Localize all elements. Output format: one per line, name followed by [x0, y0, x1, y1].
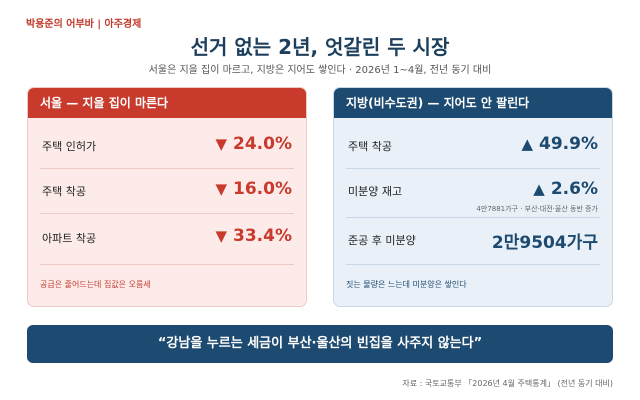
divider	[40, 264, 294, 265]
up-arrow-icon: ▲	[521, 135, 534, 153]
seoul-row-starts: 주택 착공 ▼ 16.0%	[42, 179, 292, 203]
row-value: ▲ 49.9%	[521, 134, 598, 154]
region-panel-title: 지방(비수도권) — 지어도 안 팔린다	[334, 88, 612, 118]
row-label: 아파트 착공	[42, 232, 97, 245]
row-value: ▼ 33.4%	[215, 226, 292, 246]
row-label: 준공 후 미분양	[348, 234, 416, 247]
region-row-starts: 주택 착공 ▲ 49.9%	[348, 134, 598, 158]
subhead: 서울은 지을 집이 마르고, 지방은 지어도 쌓인다 · 2026년 1~4월,…	[148, 65, 492, 76]
row-value: ▼ 16.0%	[215, 179, 292, 199]
row-value: ▲ 2.6%	[533, 179, 598, 199]
divider	[346, 217, 600, 218]
divider	[346, 168, 600, 169]
quote-banner: “강남을 누르는 세금이 부산·울산의 빈집을 사주지 않는다”	[27, 325, 613, 363]
row-value: ▼ 24.0%	[215, 134, 292, 154]
row-label: 주택 착공	[42, 185, 86, 198]
region-panel: 지방(비수도권) — 지어도 안 팔린다 주택 착공 ▲ 49.9% 미분양 재고…	[333, 87, 613, 307]
down-arrow-icon: ▼	[215, 180, 228, 198]
down-arrow-icon: ▼	[215, 135, 228, 153]
region-row-unsold: 미분양 재고 ▲ 2.6% 4만7881가구 · 부산·대전·울산 동반 증가	[348, 179, 598, 213]
seoul-panel-title: 서울 — 지을 집이 마른다	[28, 88, 306, 118]
seoul-panel-footer: 공급은 줄어드는데 집값은 오름세	[40, 280, 151, 289]
seoul-row-permits: 주택 인허가 ▼ 24.0%	[42, 134, 292, 158]
down-arrow-icon: ▼	[215, 227, 228, 245]
divider	[346, 264, 600, 265]
headline: 선거 없는 2년, 엇갈린 두 시장	[190, 35, 450, 59]
region-panel-footer: 짓는 물량은 느는데 미분양은 쌓인다	[346, 280, 467, 289]
seoul-panel: 서울 — 지을 집이 마른다 주택 인허가 ▼ 24.0% 주택 착공 ▼ 16.0…	[27, 87, 307, 307]
up-arrow-icon: ▲	[533, 180, 545, 198]
seoul-row-apt-starts: 아파트 착공 ▼ 33.4%	[42, 226, 292, 250]
row-label: 미분양 재고	[348, 185, 403, 198]
source-credit: 자료 : 국토교통부 「2026년 4월 주택통계」 (전년 동기 대비)	[402, 379, 613, 388]
row-label: 주택 인허가	[42, 140, 97, 153]
region-row-completed-unsold: 준공 후 미분양 2만9504가구	[348, 228, 598, 253]
divider	[40, 168, 294, 169]
source-tag: 박용준의 어부바 | 아주경제	[26, 19, 142, 30]
divider	[40, 213, 294, 214]
row-label: 주택 착공	[348, 140, 392, 153]
row-value: 2만9504가구	[491, 233, 598, 253]
row-note: 4만7881가구 · 부산·대전·울산 동반 증가	[476, 205, 598, 213]
